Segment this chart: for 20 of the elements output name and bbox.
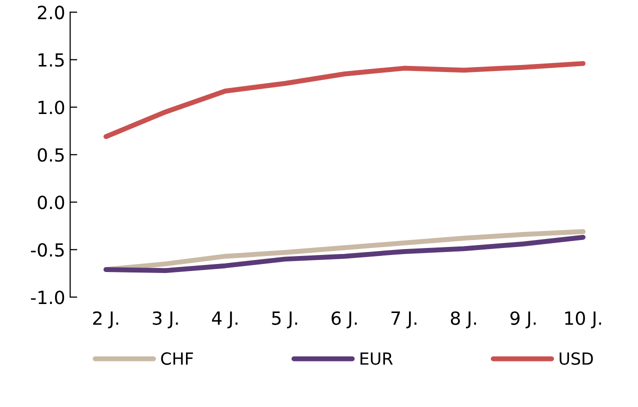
y-tick-label: 2.0 — [38, 6, 64, 20]
x-tick-label: 8 J. — [450, 311, 476, 328]
x-tick-label: 10 J. — [565, 311, 602, 328]
x-tick-label: 3 J. — [152, 311, 178, 328]
x-tick-label: 9 J. — [510, 311, 536, 328]
x-tick-label: 4 J. — [212, 312, 238, 328]
x-tick-label: 2 J. — [93, 311, 118, 328]
y-tick-label: -0.5 — [30, 243, 64, 257]
y-tick-label: 0.5 — [38, 148, 64, 162]
legend-label: CHF — [161, 352, 193, 365]
y-tick-label: 1.0 — [38, 100, 64, 114]
y-tick-label: -1.0 — [30, 290, 64, 304]
legend-label: EUR — [360, 352, 393, 365]
x-tick-label: 6 J. — [332, 311, 357, 328]
line-series — [104, 61, 586, 140]
y-tick-label: 0.0 — [38, 196, 64, 210]
legend-label: USD — [560, 352, 593, 365]
x-tick-label: 5 J. — [272, 312, 298, 328]
x-tick-label: 7 J. — [391, 312, 416, 328]
y-tick-label: 1.5 — [38, 53, 64, 67]
